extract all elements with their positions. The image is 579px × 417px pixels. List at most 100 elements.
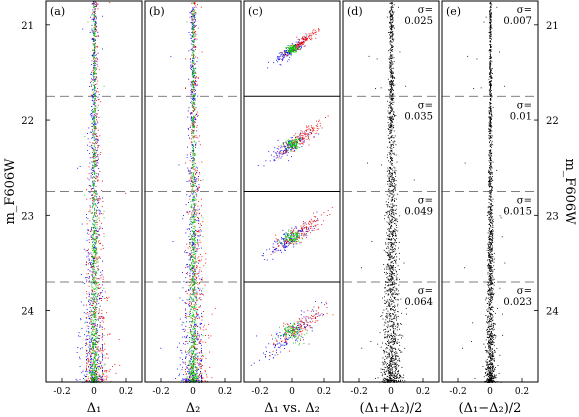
data-point xyxy=(389,17,391,19)
data-point xyxy=(388,50,389,52)
data-point xyxy=(92,119,93,121)
data-point xyxy=(94,255,96,257)
data-point xyxy=(395,220,397,222)
data-point xyxy=(93,261,95,263)
data-point xyxy=(94,180,96,182)
data-point xyxy=(192,197,194,199)
data-point xyxy=(385,367,387,369)
data-point xyxy=(96,165,98,167)
data-point xyxy=(94,214,96,216)
data-point xyxy=(189,301,191,303)
data-point xyxy=(193,34,195,36)
data-point xyxy=(94,50,95,51)
data-point xyxy=(94,35,96,37)
data-point xyxy=(185,252,187,253)
data-point xyxy=(391,163,393,164)
data-point xyxy=(92,262,94,264)
data-point xyxy=(93,277,95,279)
data-point xyxy=(380,346,382,348)
data-point xyxy=(125,192,127,194)
data-point xyxy=(95,35,97,37)
data-point xyxy=(98,257,100,258)
data-point xyxy=(105,378,107,380)
data-point xyxy=(384,361,386,363)
data-point xyxy=(92,164,93,166)
data-point xyxy=(187,351,189,353)
data-point xyxy=(389,320,391,322)
data-point xyxy=(195,335,197,337)
data-point xyxy=(376,58,378,60)
data-point xyxy=(160,347,162,349)
data-point xyxy=(194,109,196,111)
data-point xyxy=(198,317,200,319)
data-point xyxy=(185,350,186,352)
data-point xyxy=(92,11,94,13)
data-point xyxy=(94,24,96,26)
data-point xyxy=(193,115,195,117)
data-point xyxy=(189,224,190,226)
data-point xyxy=(190,183,191,185)
data-point xyxy=(203,311,204,312)
data-point xyxy=(94,163,96,165)
data-point xyxy=(391,136,393,138)
data-point xyxy=(95,301,96,303)
data-point xyxy=(95,270,97,272)
data-point xyxy=(384,291,386,293)
data-point xyxy=(392,328,394,330)
data-point xyxy=(92,333,94,335)
data-point xyxy=(194,184,196,186)
data-point xyxy=(193,85,194,87)
data-point xyxy=(192,84,194,85)
data-point xyxy=(95,249,97,251)
data-point xyxy=(95,332,97,333)
data-point xyxy=(192,14,194,16)
data-point xyxy=(90,360,92,362)
data-point xyxy=(375,378,376,379)
data-point xyxy=(181,369,183,371)
data-point xyxy=(99,318,101,319)
data-point xyxy=(185,356,187,358)
data-point xyxy=(96,113,98,115)
data-point xyxy=(91,300,92,302)
data-point xyxy=(94,212,96,214)
data-point xyxy=(92,372,94,374)
data-point xyxy=(192,130,194,132)
data-point xyxy=(100,101,102,103)
data-point xyxy=(195,46,197,48)
data-point xyxy=(193,61,195,63)
data-point xyxy=(92,276,93,278)
data-point xyxy=(92,374,94,376)
data-point xyxy=(91,206,93,208)
data-point xyxy=(96,141,98,143)
data-point xyxy=(199,290,200,292)
data-point xyxy=(195,242,197,243)
data-point xyxy=(388,294,390,296)
data-point xyxy=(193,284,195,285)
data-point xyxy=(189,362,190,364)
data-point xyxy=(383,379,384,381)
data-point xyxy=(392,286,394,288)
data-point xyxy=(193,343,195,345)
data-point xyxy=(389,178,391,180)
data-point xyxy=(96,353,97,355)
data-point xyxy=(91,113,93,115)
data-point xyxy=(196,278,197,279)
data-point xyxy=(96,337,98,339)
data-point xyxy=(91,207,93,209)
data-point xyxy=(90,113,91,115)
data-point xyxy=(90,172,92,174)
data-point xyxy=(91,129,93,131)
data-point xyxy=(94,15,95,17)
data-point xyxy=(191,298,193,300)
data-point xyxy=(390,56,392,57)
data-point xyxy=(194,163,196,164)
data-point xyxy=(100,248,102,250)
data-point xyxy=(100,293,101,295)
data-point xyxy=(392,357,393,359)
data-point xyxy=(189,304,190,306)
data-point xyxy=(92,188,93,189)
data-point xyxy=(385,273,387,275)
data-point xyxy=(389,212,391,214)
data-point xyxy=(193,257,195,259)
data-point xyxy=(91,229,92,231)
